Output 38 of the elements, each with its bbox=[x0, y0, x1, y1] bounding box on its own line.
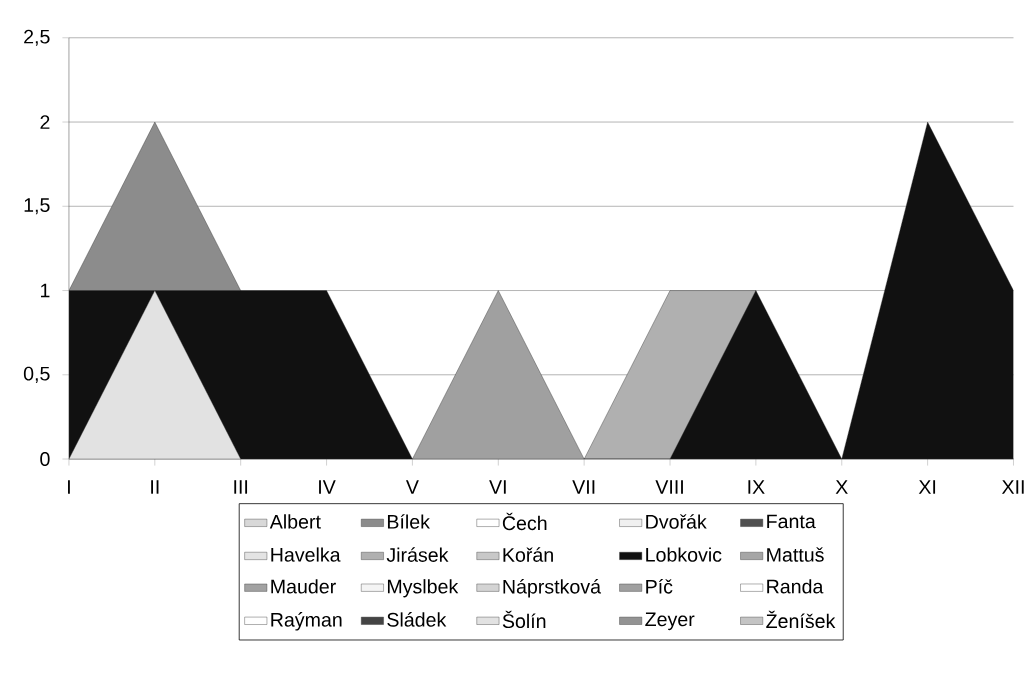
y-tick-label: 0 bbox=[40, 452, 50, 467]
x-tick-label: VIII bbox=[655, 480, 683, 494]
x-tick-label: X bbox=[835, 480, 848, 494]
x-tick-label: VI bbox=[489, 480, 506, 494]
legend-label: Myslbek bbox=[387, 579, 459, 598]
legend-label: Sládek bbox=[387, 612, 447, 627]
x-tick-label: II bbox=[151, 480, 159, 494]
legend-label: Jirásek bbox=[386, 547, 449, 562]
legend-label: Šolín bbox=[502, 610, 546, 629]
legend-label: Fanta bbox=[767, 514, 816, 529]
x-tick-label: V bbox=[405, 480, 419, 494]
legend-label: Ženíšek bbox=[766, 610, 836, 629]
legend-label: Mattuš bbox=[767, 547, 824, 562]
legend-label: Raýman bbox=[271, 612, 342, 631]
x-tick-label: III bbox=[234, 480, 248, 494]
y-tick-label: 1 bbox=[40, 283, 50, 298]
legend-label: Havelka bbox=[271, 547, 341, 562]
x-tick-label: XI bbox=[918, 480, 936, 494]
legend-label: Dvořák bbox=[646, 514, 707, 529]
legend-label: Píč bbox=[646, 579, 673, 594]
x-tick-label: VII bbox=[572, 480, 595, 494]
legend-label: Náprstková bbox=[503, 579, 602, 598]
x-tick-label: IV bbox=[319, 480, 336, 494]
y-tick-label: 1,5 bbox=[24, 198, 50, 215]
legend-label: Čech bbox=[502, 512, 547, 531]
y-tick-label: 0,5 bbox=[23, 366, 50, 383]
y-tick-label: 2,5 bbox=[24, 29, 50, 46]
y-tick-label: 2 bbox=[40, 115, 50, 129]
legend-label: Zeyer bbox=[645, 612, 695, 631]
x-tick-label: I bbox=[68, 480, 70, 494]
legend-label: Kořán bbox=[503, 547, 553, 562]
x-tick-label: IX bbox=[748, 480, 765, 494]
x-tick-label: XII bbox=[1001, 480, 1024, 494]
legend-label: Mauder bbox=[271, 579, 336, 594]
legend-label: Lobkovic bbox=[646, 547, 722, 562]
legend-label: Bílek bbox=[387, 514, 430, 529]
legend-label: Albert bbox=[269, 514, 321, 529]
legend-label: Randa bbox=[767, 579, 824, 594]
